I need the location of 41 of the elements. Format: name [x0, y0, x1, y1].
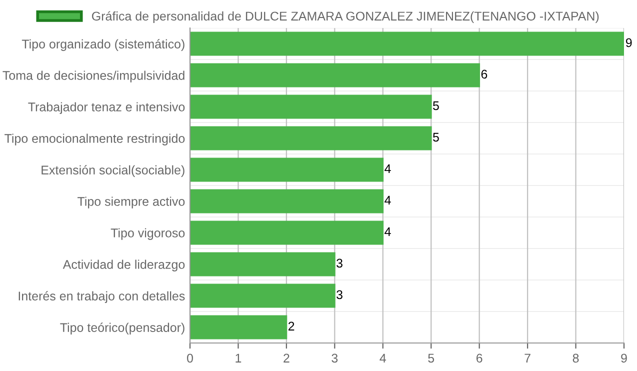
bar	[190, 158, 384, 182]
bar	[190, 284, 336, 308]
bar	[190, 252, 336, 276]
x-tick-label: 0	[187, 354, 193, 363]
x-tick-label: 8	[572, 354, 579, 363]
y-tick-label: Tipo teórico(pensador)	[60, 322, 184, 334]
bar	[190, 315, 288, 340]
data-label: 6	[481, 70, 488, 79]
bar	[190, 126, 432, 150]
y-tick-label: Interés en trabajo con detalles	[18, 291, 185, 303]
data-label: 9	[626, 38, 632, 48]
y-tick-label: Tipo organizado (sistemático)	[22, 39, 184, 51]
x-tick-label: 2	[284, 354, 290, 362]
x-tick-label: 3	[332, 354, 338, 363]
x-tick-label: 7	[524, 354, 530, 362]
bar	[190, 220, 384, 245]
y-tick-label: Trabajador tenaz e intensivo	[28, 102, 185, 114]
bar	[190, 63, 480, 88]
legend-label: Gráfica de personalidad de DULCE ZAMARA GONZALEZ JIMENEZ(TENANGO -IXTAPAN)	[92, 11, 599, 24]
bar	[190, 189, 384, 214]
data-label: 5	[433, 132, 439, 142]
data-label: 3	[336, 290, 342, 300]
y-tick-label: Extensión social(sociable)	[42, 165, 184, 177]
bar	[190, 94, 432, 119]
data-label: 4	[384, 227, 391, 236]
x-tick-label: 1	[236, 354, 242, 362]
y-tick-label: Tipo vigoroso	[110, 228, 185, 240]
data-label: 3	[336, 258, 342, 268]
x-tick-label: 6	[476, 354, 482, 363]
y-tick-label: Tipo siempre activo	[78, 196, 185, 208]
data-label: 4	[384, 196, 391, 204]
data-label: 2	[288, 322, 294, 330]
y-tick-label: Toma de decisiones/impulsividad	[2, 70, 184, 82]
y-tick-label: Actividad de liderazgo	[62, 260, 185, 272]
x-tick-label: 9	[621, 354, 627, 363]
y-tick-label: Tipo emocionalmente restringido	[4, 134, 185, 146]
data-label: 4	[384, 164, 391, 173]
data-label: 5	[433, 101, 439, 110]
x-tick-label: 5	[428, 354, 434, 363]
bar	[190, 32, 624, 56]
x-tick-label: 4	[380, 354, 386, 362]
